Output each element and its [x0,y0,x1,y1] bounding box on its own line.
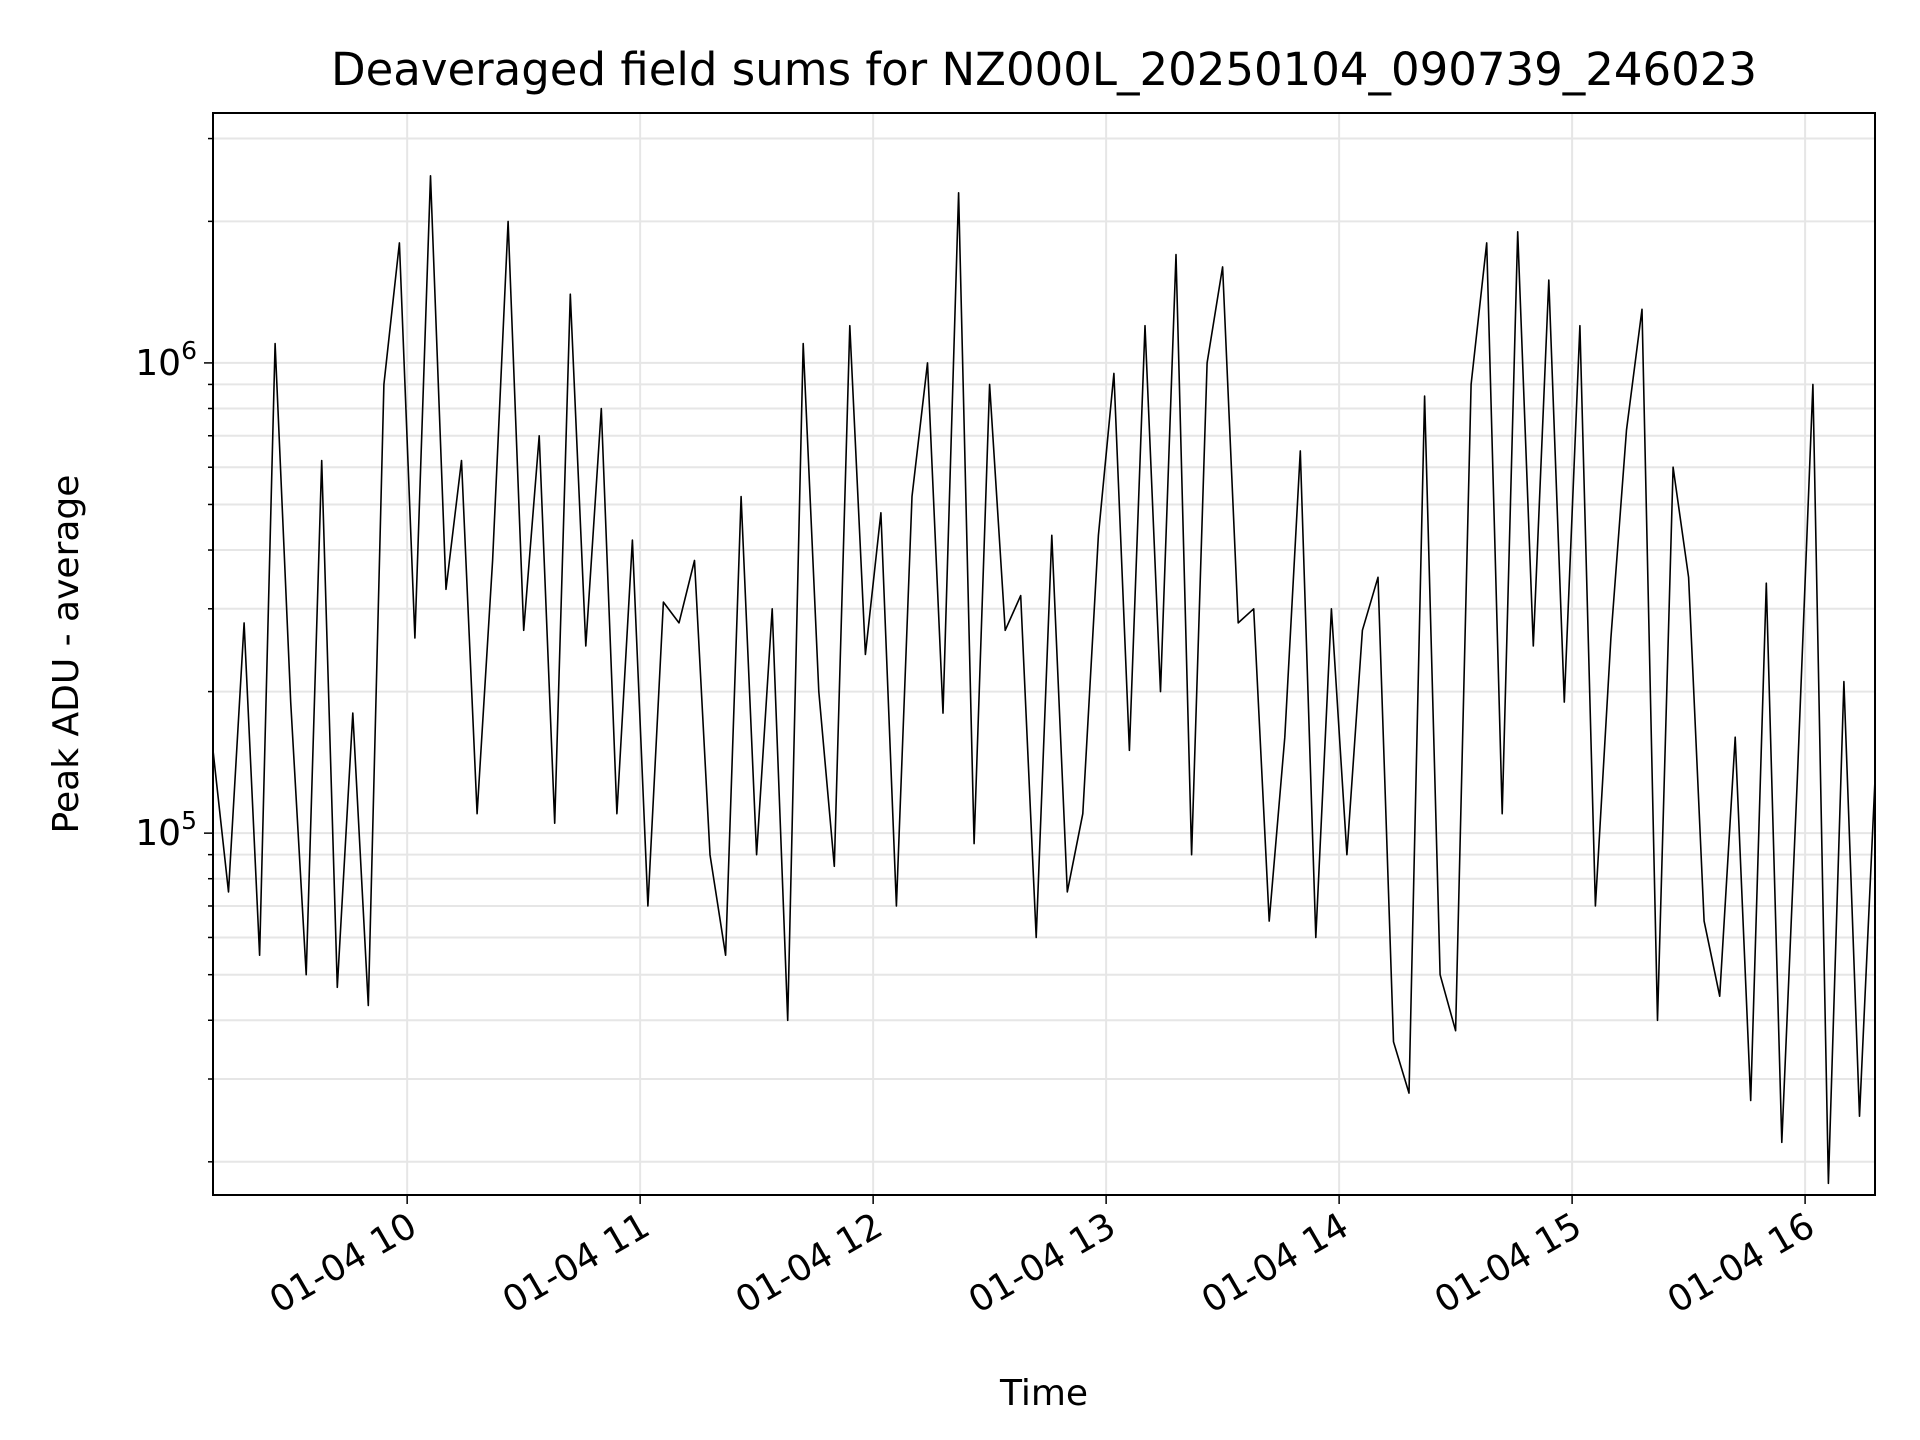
series-layer [212,175,1876,1185]
x-axis-label: Time [999,1373,1088,1414]
y-tick-label: 105 [135,806,197,854]
chart-title: Deaveraged field sums for NZ000L_2025010… [331,43,1757,96]
y-tick-label: 106 [135,336,197,384]
series-line [212,175,1876,1185]
plot-frame [212,112,1876,1196]
y-axis-label: Peak ADU - average [46,475,87,834]
